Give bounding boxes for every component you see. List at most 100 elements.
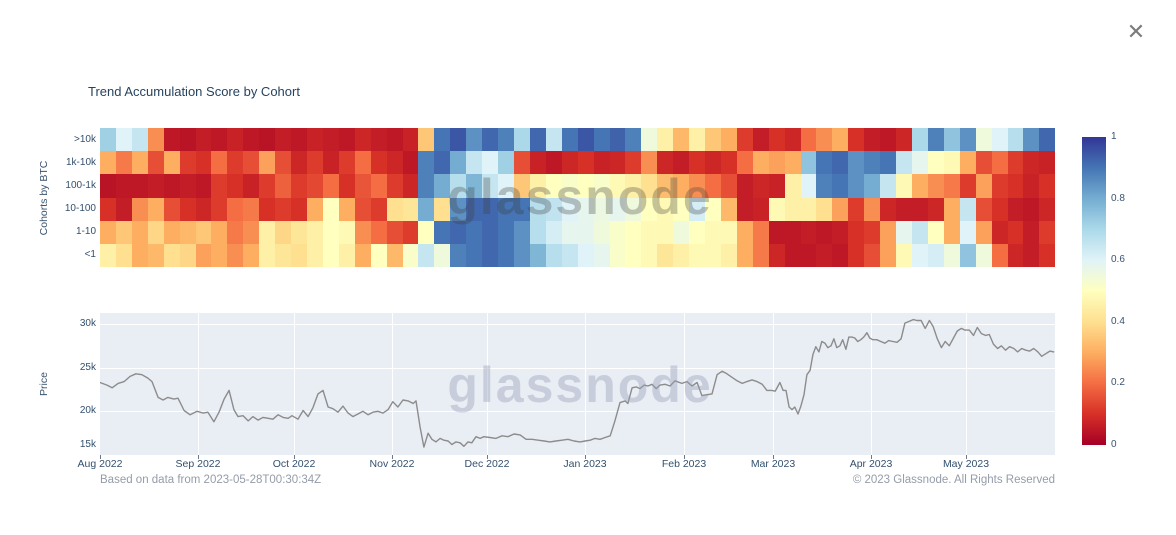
- heatmap-cell: [561, 128, 578, 152]
- heatmap-cell: [880, 174, 897, 198]
- gridline: [871, 313, 872, 455]
- heatmap-cell: [927, 197, 944, 221]
- heatmap-cell: [657, 197, 674, 221]
- heatmap-cell: [975, 128, 992, 152]
- heatmap-cell: [912, 174, 928, 198]
- heatmap-cell: [625, 220, 642, 244]
- heatmap-cell: [625, 197, 642, 221]
- heatmap-cell: [864, 243, 881, 268]
- heatmap-cell: [720, 197, 737, 221]
- heatmap-cell: [641, 197, 658, 221]
- heatmap-cell: [657, 220, 674, 244]
- heatmap-cell: [513, 220, 530, 244]
- heatmap-cell: [896, 128, 913, 152]
- heatmap-cell: [513, 151, 530, 175]
- x-tick-label: Jan 2023: [563, 458, 607, 470]
- heatmap-cell: [593, 243, 610, 268]
- heatmap-cell: [115, 243, 132, 268]
- heatmap-cell: [275, 220, 292, 244]
- colorbar-tick-label: 1: [1111, 131, 1117, 142]
- heatmap-cell: [227, 151, 244, 175]
- heatmap-cell: [975, 174, 992, 198]
- heatmap-cell: [259, 197, 276, 221]
- heatmap-cell: [227, 243, 244, 268]
- heatmap-cell: [736, 151, 753, 175]
- heatmap-cell: [896, 243, 913, 268]
- colorbar-tick-label: 0.8: [1111, 192, 1125, 204]
- heatmap-cell: [131, 197, 148, 221]
- heatmap-cell: [1039, 128, 1056, 152]
- heatmap-cell: [386, 128, 403, 152]
- heatmap-cell: [545, 220, 562, 244]
- heatmap-cell: [370, 128, 387, 152]
- heatmap-cell: [338, 174, 355, 198]
- heatmap-cell: [545, 151, 562, 175]
- heatmap-cell: [736, 243, 753, 268]
- heatmap-cell: [1023, 151, 1040, 175]
- heatmap-cell: [673, 243, 690, 268]
- heatmap-cell: [115, 197, 132, 221]
- heatmap-cell: [211, 128, 228, 152]
- heatmap-cell: [370, 151, 387, 175]
- heatmap-cell: [513, 128, 530, 152]
- close-icon[interactable]: ✕: [1126, 19, 1146, 44]
- heatmap-cell: [322, 128, 339, 152]
- gridline: [487, 313, 488, 455]
- heatmap-cell: [768, 243, 785, 268]
- heatmap-cell: [275, 197, 292, 221]
- heatmap-cell: [211, 151, 228, 175]
- heatmap-cell: [800, 174, 817, 198]
- heatmap-cell: [1023, 174, 1040, 198]
- heatmap-cell: [354, 174, 371, 198]
- heatmap-cell: [163, 197, 180, 221]
- heatmap-cell: [243, 243, 260, 268]
- heatmap-cell: [529, 243, 546, 268]
- heatmap-cell: [959, 197, 976, 221]
- heatmap-cell: [498, 197, 514, 221]
- heatmap-cell: [927, 174, 944, 198]
- heatmap-row--1: [100, 243, 1056, 268]
- heatmap-cell: [673, 197, 690, 221]
- heatmap-cell: [720, 220, 737, 244]
- heatmap-cell: [880, 151, 897, 175]
- heatmap-cell: [466, 243, 483, 268]
- heatmap-row-10-100: [100, 197, 1056, 221]
- heatmap-cell: [912, 197, 928, 221]
- accumulation-heatmap[interactable]: [100, 128, 1056, 268]
- heatmap-cell: [243, 174, 260, 198]
- x-tick-label: Mar 2023: [750, 458, 796, 470]
- heatmap-cell: [545, 197, 562, 221]
- heatmap-cell: [386, 174, 403, 198]
- heatmap-cell: [784, 220, 801, 244]
- heatmap-cell: [386, 243, 403, 268]
- heatmap-cell: [163, 151, 180, 175]
- price-chart[interactable]: [100, 313, 1055, 455]
- heatmap-cell: [529, 197, 546, 221]
- colorbar-legend: [1082, 137, 1106, 445]
- heatmap-cell: [291, 197, 307, 221]
- heatmap-cell: [959, 128, 976, 152]
- heatmap-cell: [482, 174, 499, 198]
- heatmap-cell: [752, 243, 769, 268]
- heatmap-cell: [259, 243, 276, 268]
- heatmap-cell: [370, 197, 387, 221]
- heatmap-cell: [386, 220, 403, 244]
- heatmap-cell: [959, 174, 976, 198]
- heatmap-cell: [306, 220, 323, 244]
- heatmap-cell: [848, 128, 865, 152]
- heatmap-cell: [593, 128, 610, 152]
- heatmap-cell: [1039, 197, 1056, 221]
- heatmap-cell: [147, 220, 164, 244]
- heatmap-cell: [322, 174, 339, 198]
- heatmap-cell: [1039, 151, 1056, 175]
- heatmap-cell: [705, 174, 721, 198]
- heatmap-cell: [832, 151, 849, 175]
- heatmap-cell: [482, 220, 499, 244]
- heatmap-cell: [625, 243, 642, 268]
- heatmap-cell: [100, 174, 116, 198]
- heatmap-cell: [880, 197, 897, 221]
- heatmap-cell: [927, 220, 944, 244]
- heatmap-cell: [354, 151, 371, 175]
- heatmap-row--10k: [100, 128, 1056, 152]
- heatmap-cell: [100, 220, 116, 244]
